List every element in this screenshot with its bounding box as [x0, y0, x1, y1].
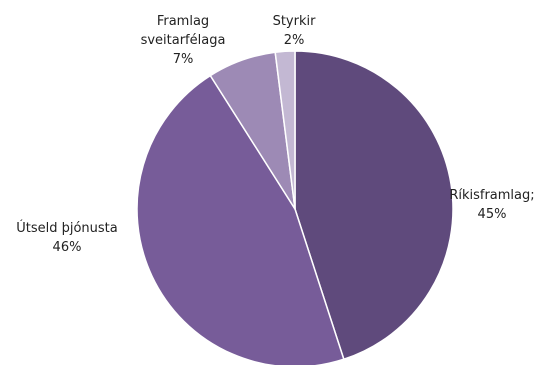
pie-label-name: sveitarfélaga [141, 33, 226, 48]
pie-slices [136, 50, 454, 365]
pie-label-name: Framlag [157, 14, 209, 29]
pie-label-1: Ríkisframlag; 45% [449, 188, 534, 222]
pie-label-2: Útseld þjónusta 46% [16, 220, 118, 255]
pie-label-name: Styrkir [273, 14, 317, 29]
pie-label-value: 45% [478, 207, 507, 222]
pie-label-name: Útseld þjónusta [16, 220, 118, 236]
pie-label-value: 46% [53, 240, 82, 255]
pie-label-value: 7% [173, 52, 194, 67]
pie-slice-1 [294, 50, 454, 361]
pie-slice-2 [136, 74, 345, 365]
pie-label-3: Framlag sveitarfélaga 7% [141, 14, 226, 67]
pie-label-4: Styrkir 2% [273, 14, 317, 48]
pie-labels: Ríkisframlag; 45% Útseld þjónusta 46% Framla… [16, 14, 534, 255]
pie-label-name: Ríkisframlag; [449, 188, 534, 203]
pie-label-value: 2% [284, 33, 305, 48]
pie-slice-4 [274, 50, 296, 210]
